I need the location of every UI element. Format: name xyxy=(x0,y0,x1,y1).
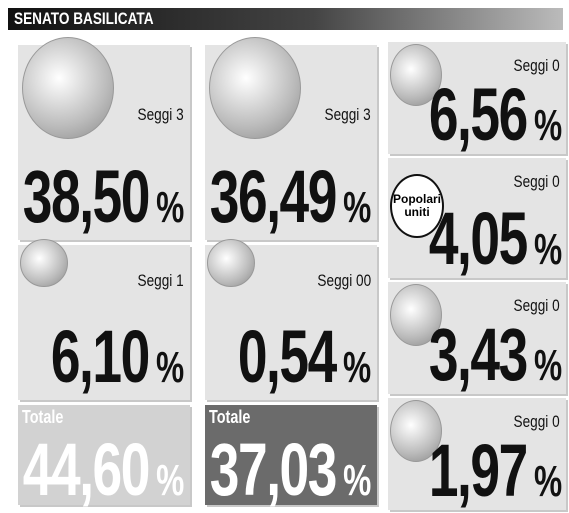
percent: 1,97% xyxy=(429,434,562,508)
seats: Seggi 0 xyxy=(514,56,560,76)
party-name: Popolari uniti xyxy=(390,174,444,238)
party-cell: Seggi 0 1,97% xyxy=(388,398,566,510)
seats-value: 0 xyxy=(552,296,560,315)
party-logo xyxy=(209,37,301,139)
total-label: Totale xyxy=(22,407,64,427)
percent: 38,50% xyxy=(22,160,184,234)
percent-unit: % xyxy=(342,456,371,505)
percent-value: 4,05 xyxy=(428,197,528,280)
seats-label: Seggi xyxy=(137,271,173,290)
percent-unit: % xyxy=(533,101,562,150)
percent: 6,56% xyxy=(429,78,562,152)
seats-label: Seggi xyxy=(137,105,173,124)
seats: Seggi 0 xyxy=(514,172,560,192)
party-cell: Seggi 1 6,10% xyxy=(18,239,190,400)
party-cell: Seggi 0 3,43% xyxy=(388,282,566,394)
percent-value: 0,54 xyxy=(237,315,337,398)
seats-value: 0 xyxy=(552,56,560,75)
party-cell: Seggi 00 0,54% xyxy=(205,239,377,400)
percent-unit: % xyxy=(533,341,562,390)
percent: 36,49% xyxy=(209,160,371,234)
seats-value: 0 xyxy=(552,412,560,431)
seats-label: Seggi xyxy=(513,412,549,431)
percent-unit: % xyxy=(155,343,184,392)
party-logo xyxy=(390,400,442,462)
percent-value: 38,50 xyxy=(22,155,150,238)
percent-value: 36,49 xyxy=(209,155,337,238)
seats-value: 3 xyxy=(363,105,371,124)
seats: Seggi 0 xyxy=(514,296,560,316)
percent-unit: % xyxy=(342,343,371,392)
percent-value: 1,97 xyxy=(428,429,528,512)
header-title: SENATO BASILICATA xyxy=(14,9,154,28)
percent-unit: % xyxy=(533,457,562,506)
percent: 3,43% xyxy=(429,318,562,392)
seats-value: 3 xyxy=(176,105,184,124)
percent: 4,05% xyxy=(429,202,562,276)
percent-unit: % xyxy=(342,183,371,232)
percent-unit: % xyxy=(155,183,184,232)
seats-label: Seggi xyxy=(324,105,360,124)
percent-value: 37,03 xyxy=(209,428,337,511)
seats: Seggi 1 xyxy=(138,271,184,291)
seats: Seggi 3 xyxy=(138,105,184,125)
seats-label: Seggi xyxy=(513,296,549,315)
seats-value: 00 xyxy=(355,271,371,290)
party-logo xyxy=(390,284,442,346)
party-cell: Seggi 0 6,56% xyxy=(388,42,566,154)
percent-value: 6,56 xyxy=(428,73,528,156)
percent: 37,03% xyxy=(209,433,371,507)
seats: Seggi 00 xyxy=(317,271,371,291)
seats-label: Seggi xyxy=(317,271,353,290)
party-logo xyxy=(390,44,442,106)
party-cell: Seggi 3 38,50% xyxy=(18,37,190,240)
percent-unit: % xyxy=(155,456,184,505)
party-logo xyxy=(22,37,114,139)
seats-value: 1 xyxy=(176,271,184,290)
seats: Seggi 3 xyxy=(325,105,371,125)
percent: 44,60% xyxy=(22,433,184,507)
total-label: Totale xyxy=(209,407,251,427)
total-cell: Totale 37,03% xyxy=(205,405,377,507)
percent-unit: % xyxy=(533,225,562,274)
seats-label: Seggi xyxy=(513,172,549,191)
party-logo xyxy=(20,239,68,287)
percent-value: 3,43 xyxy=(428,313,528,396)
party-logo xyxy=(207,239,255,287)
percent: 0,54% xyxy=(238,320,371,394)
percent-value: 6,10 xyxy=(50,315,150,398)
party-cell: Seggi 3 36,49% xyxy=(205,37,377,240)
percent: 6,10% xyxy=(51,320,184,394)
total-cell: Totale 44,60% xyxy=(18,405,190,507)
percent-value: 44,60 xyxy=(22,428,150,511)
party-cell: Popolari uniti Seggi 0 4,05% xyxy=(388,158,566,278)
seats: Seggi 0 xyxy=(514,412,560,432)
seats-value: 0 xyxy=(552,172,560,191)
header-bar: SENATO BASILICATA xyxy=(8,8,563,30)
seats-label: Seggi xyxy=(513,56,549,75)
